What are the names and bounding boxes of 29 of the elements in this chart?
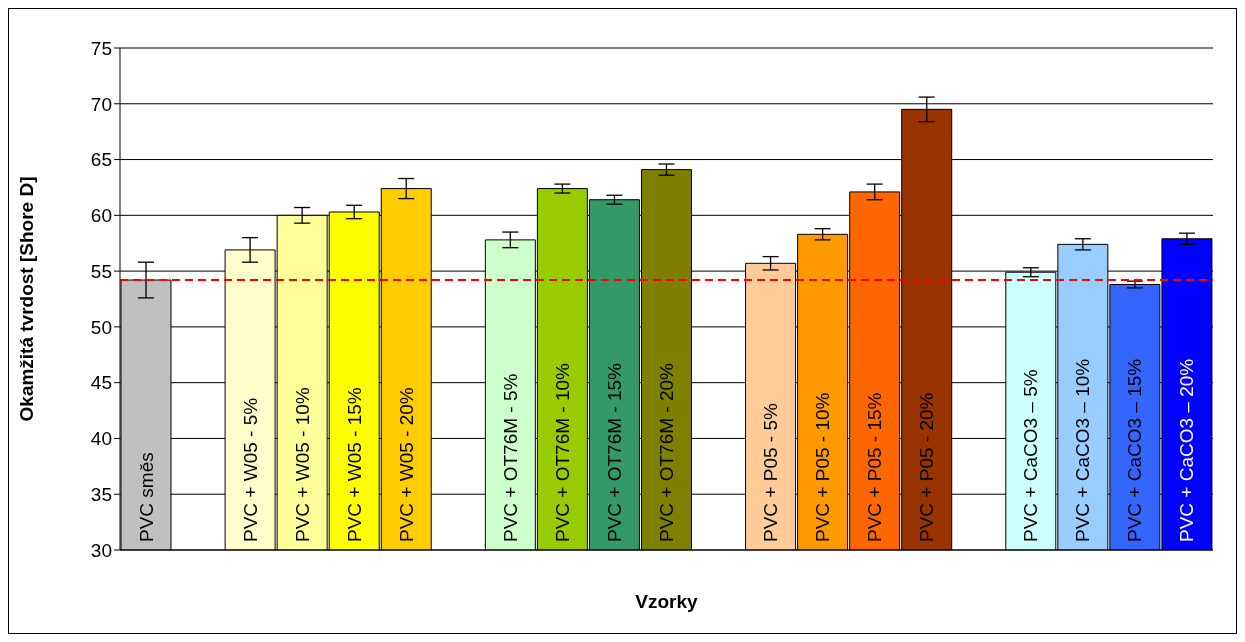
x-tick-label: PVC + OT76M - 15%	[603, 362, 625, 542]
x-axis-title: Vzorky	[635, 591, 699, 612]
y-tick-label: 60	[90, 205, 112, 227]
y-tick-label: 30	[90, 539, 112, 561]
x-tick-label: PVC + W05 - 10%	[291, 387, 313, 542]
x-tick-label: PVC + W05 - 5%	[239, 397, 261, 542]
x-tick-label: PVC + P05 - 20%	[916, 392, 938, 542]
x-tick-label: PVC + CaCO3 – 5%	[1020, 369, 1042, 542]
y-tick-label: 65	[90, 149, 112, 171]
y-tick-label: 55	[90, 260, 112, 282]
x-tick-label: PVC směs	[135, 452, 157, 542]
x-tick-label: PVC + W05 - 20%	[395, 387, 417, 542]
y-axis-title: Okamžitá tvrdost [Shore D]	[15, 176, 37, 422]
x-tick-label: PVC + OT76M - 20%	[655, 362, 677, 542]
x-tick-label: PVC + W05 - 15%	[343, 387, 365, 542]
x-tick-label: PVC + P05 - 15%	[864, 392, 886, 542]
y-tick-label: 40	[90, 428, 112, 450]
x-tick-label: PVC + OT76M - 5%	[499, 373, 521, 542]
y-tick-label: 75	[90, 37, 112, 59]
x-tick-label: PVC + CaCO3 – 10%	[1072, 358, 1094, 542]
x-tick-label: PVC + CaCO3 – 15%	[1124, 358, 1146, 542]
x-tick-label: PVC + CaCO3 – 20%	[1176, 358, 1198, 542]
y-tick-label: 70	[90, 93, 112, 115]
x-tick-label: PVC + OT76M - 10%	[551, 362, 573, 542]
y-tick-label: 35	[90, 483, 112, 505]
y-tick-label: 50	[90, 316, 112, 338]
x-tick-label: PVC + P05 - 10%	[812, 392, 834, 542]
y-tick-label: 45	[90, 372, 112, 394]
x-tick-label: PVC + P05 - 5%	[760, 403, 782, 542]
